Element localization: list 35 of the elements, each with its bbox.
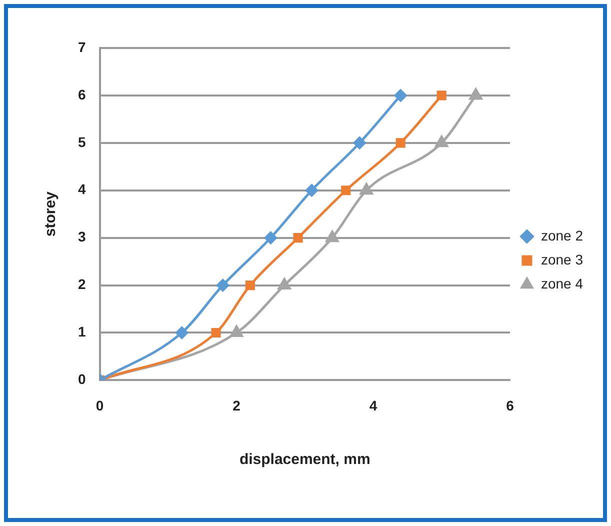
y-tick-label: 4	[78, 181, 86, 198]
y-axis-title: storey	[42, 190, 60, 237]
point	[435, 136, 448, 148]
point	[326, 230, 339, 242]
legend-label: zone 2	[540, 227, 584, 244]
x-tick-label: 0	[96, 397, 104, 414]
point	[353, 136, 366, 150]
point	[394, 89, 407, 102]
legend-label: zone 4	[540, 275, 584, 292]
y-tick-label: 6	[78, 86, 86, 102]
legend-label: zone 3	[540, 251, 584, 268]
point	[278, 278, 291, 290]
y-tick-label: 5	[78, 134, 86, 150]
point	[396, 138, 406, 148]
x-axis-title: displacement, mm	[239, 451, 370, 468]
point	[216, 279, 230, 292]
point	[264, 232, 277, 244]
y-tick-label: 7	[78, 38, 86, 55]
x-tick-label: 6	[506, 397, 514, 414]
x-tick-label: 4	[369, 397, 378, 414]
point	[211, 328, 221, 338]
point	[360, 183, 373, 195]
y-tick-label: 3	[78, 228, 86, 245]
point	[305, 184, 318, 197]
x-tick-label: 2	[232, 397, 241, 414]
y-tick-label: 0	[78, 371, 86, 388]
y-tick-label: 1	[78, 324, 86, 340]
point	[176, 326, 188, 339]
point	[469, 88, 482, 100]
point	[436, 90, 446, 100]
point	[230, 325, 243, 337]
point	[293, 233, 303, 243]
point	[245, 280, 255, 290]
y-tick-label: 2	[78, 276, 86, 292]
point	[341, 186, 351, 196]
